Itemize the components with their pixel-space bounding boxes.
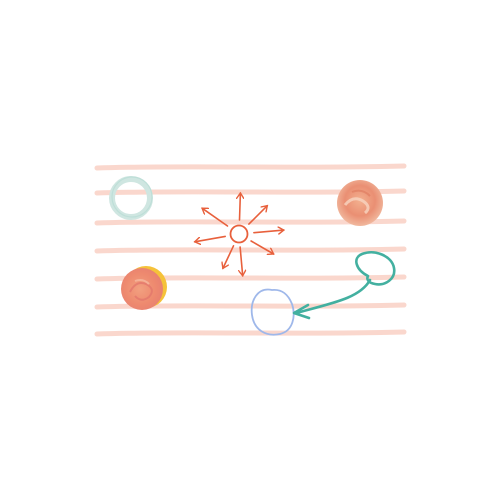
- sun-ray: [240, 193, 241, 221]
- sun-ray: [253, 230, 284, 233]
- sun-ray: [240, 246, 243, 276]
- ring-icon: [109, 176, 153, 220]
- sun-icon: [195, 193, 284, 276]
- ruled-line: [94, 246, 407, 254]
- curved-arrow-icon: [292, 251, 396, 320]
- circle-icon: [250, 288, 295, 336]
- blob-icon: [337, 180, 383, 226]
- blob-icon: [121, 266, 167, 310]
- sun-ray: [250, 240, 274, 254]
- sun-ray: [202, 207, 229, 227]
- ruled-line: [94, 163, 407, 171]
- sun-ray: [223, 245, 235, 269]
- sun-ray: [195, 235, 226, 241]
- sun-ray: [248, 206, 267, 225]
- ruled-line: [94, 329, 407, 337]
